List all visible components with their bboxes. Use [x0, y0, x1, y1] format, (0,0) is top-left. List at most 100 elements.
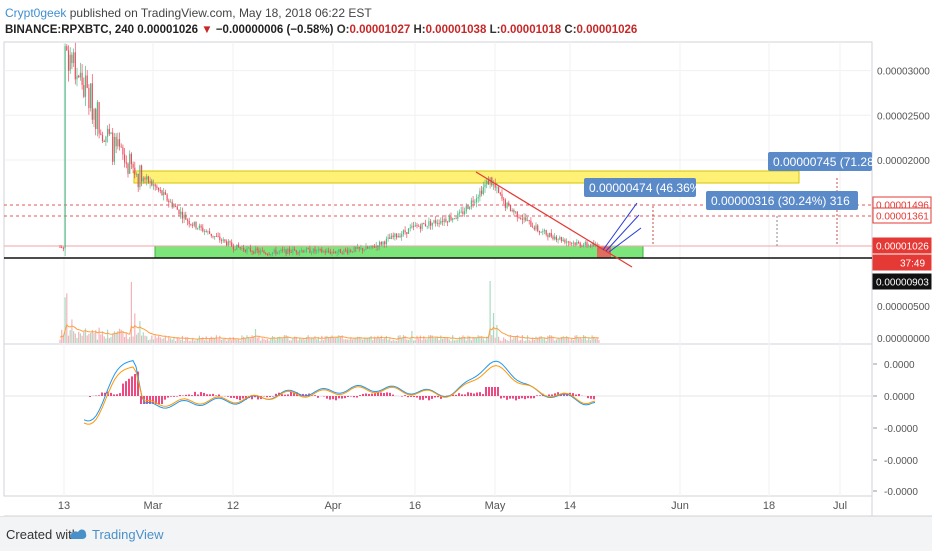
volume-bar — [167, 341, 168, 343]
macd-histogram-bar — [401, 396, 403, 397]
volume-bars — [59, 281, 599, 343]
candle-body — [388, 238, 389, 239]
macd-histogram-bar — [176, 396, 178, 397]
measure-label-316[interactable]: 0.00000316 (30.24%) 316 — [706, 191, 858, 210]
tradingview-logo-icon — [68, 525, 88, 541]
volume-bar — [110, 337, 111, 343]
candle-body — [68, 50, 69, 70]
candle-body — [286, 249, 287, 253]
candle-body — [405, 230, 406, 232]
candle-body — [439, 223, 440, 224]
candle-body — [153, 184, 154, 185]
price-tag-text: 0.00000903 — [876, 278, 929, 289]
candle-body — [525, 218, 526, 221]
candle-body — [420, 226, 421, 229]
candle-body — [503, 199, 504, 200]
candle-body — [61, 247, 62, 248]
candle-body — [357, 247, 358, 249]
volume-bar — [218, 339, 219, 343]
candle-body — [195, 222, 196, 228]
macd-histogram-bar — [416, 396, 418, 398]
measure-label-745[interactable]: 0.00000745 (71.28% — [768, 152, 885, 171]
volume-bar — [376, 338, 377, 343]
volume-bar — [529, 340, 530, 343]
volume-bar — [97, 340, 98, 343]
candle-body — [449, 217, 450, 222]
candle-body — [139, 165, 140, 187]
candle-body — [277, 252, 278, 254]
volume-bar — [184, 341, 185, 343]
volume-bar — [365, 338, 366, 343]
volume-bar — [564, 338, 565, 343]
macd-histogram-bar — [179, 395, 181, 396]
candle-body — [275, 250, 276, 254]
candle-body — [464, 211, 465, 214]
volume-bar — [99, 328, 100, 343]
volume-bar — [410, 339, 411, 343]
candle-body — [590, 246, 591, 247]
candle-body — [583, 245, 584, 246]
candle-body — [206, 231, 207, 232]
candle-body — [291, 252, 292, 253]
macd-histogram-bar — [500, 396, 502, 398]
candle-body — [218, 236, 219, 237]
volume-bar — [321, 336, 322, 343]
candle-body — [121, 147, 122, 148]
candle-body — [440, 221, 441, 223]
candle-body — [209, 231, 210, 233]
candle-body — [347, 250, 348, 253]
volume-bar — [212, 338, 213, 343]
chart-canvas[interactable]: 0.00000745 (71.28% 0.00000474 (46.36%) 4… — [0, 0, 932, 516]
candle-body — [539, 231, 540, 232]
volume-bar — [80, 333, 81, 343]
volume-bar — [221, 340, 222, 343]
candle-body — [544, 230, 545, 231]
volume-bar — [467, 336, 468, 343]
price-tag: 0.00001361 — [873, 208, 931, 223]
volume-bar — [449, 339, 450, 343]
macd-histogram-bar — [590, 396, 592, 399]
volume-bar — [527, 335, 528, 343]
projection-arrow-1[interactable] — [603, 203, 637, 250]
macd-histogram-bar — [269, 396, 271, 397]
candle-body — [433, 220, 434, 222]
macd-histogram-bar — [341, 396, 343, 399]
volume-bar — [452, 335, 453, 343]
candle-body — [133, 164, 134, 168]
candle-body — [359, 247, 360, 248]
volume-bar — [214, 338, 215, 343]
candle-body — [549, 233, 550, 237]
volume-bar — [388, 340, 389, 343]
volume-bar — [547, 336, 548, 343]
macd-histogram-bar — [206, 394, 208, 396]
volume-ma-line — [60, 325, 599, 339]
candle-body — [158, 188, 159, 190]
volume-bar — [286, 335, 287, 343]
support-zone[interactable] — [155, 246, 643, 258]
volume-bar — [112, 333, 113, 343]
candle-body — [252, 251, 253, 252]
volume-bar — [126, 333, 127, 343]
candle-body — [403, 230, 404, 234]
volume-bar — [88, 334, 89, 343]
macd-histogram-bar — [116, 394, 118, 396]
macd-histogram-bar — [266, 396, 268, 397]
x-tick-label: May — [485, 500, 506, 512]
candle-body — [337, 252, 338, 253]
candle-body — [350, 250, 351, 251]
price-tag: 0.00001026 — [873, 238, 931, 253]
candle-body — [184, 215, 185, 219]
candle-body — [187, 220, 188, 221]
macd-histogram-bar — [497, 387, 499, 396]
macd-y-axis[interactable]: 0.00000.0000-0.0000-0.0000-0.0000 — [873, 360, 918, 498]
candle-body — [313, 249, 314, 253]
volume-bar — [379, 338, 380, 343]
macd-histogram-bar — [161, 396, 163, 404]
volume-bar — [316, 339, 317, 343]
volume-bar — [83, 332, 84, 343]
tradingview-brand[interactable]: TradingView — [92, 527, 164, 542]
candle-body — [394, 234, 395, 237]
volume-bar — [362, 340, 363, 343]
candle-body — [219, 236, 220, 239]
